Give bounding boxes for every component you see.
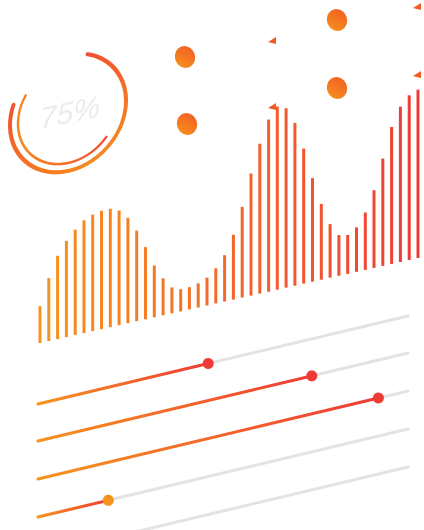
slider-knob[interactable] (102, 494, 114, 506)
wave-bar (372, 190, 376, 268)
wave-bar (346, 235, 350, 274)
wave-bar (319, 203, 323, 280)
dot-icon (326, 77, 348, 99)
gauge-inner-ring (16, 60, 120, 166)
triangle-icon (413, 3, 421, 10)
wave-bar (135, 230, 139, 322)
slider-fill (36, 374, 314, 443)
wave-bar (179, 289, 183, 312)
slider-fill (36, 498, 110, 519)
wave-bar (390, 127, 394, 264)
slider-knob[interactable] (372, 392, 384, 404)
slider[interactable] (36, 351, 410, 443)
wave-bar (108, 208, 112, 328)
wave-bar (47, 278, 51, 341)
slider-track[interactable] (38, 465, 410, 530)
wave-bar (258, 143, 262, 294)
wave-bar (205, 277, 209, 306)
slider-group (36, 314, 410, 530)
wave-bar (64, 240, 68, 338)
gauge-outer-ring (8, 51, 128, 175)
wave-bar (38, 306, 42, 343)
wave-bar (73, 229, 77, 335)
wave-bar (328, 224, 332, 278)
wave-bar (249, 173, 253, 296)
slider-knob[interactable] (306, 370, 318, 382)
wave-bar (407, 95, 411, 260)
slider-knob[interactable] (202, 358, 214, 369)
triangle-icon (268, 37, 276, 44)
wave-bar (284, 108, 288, 288)
slider[interactable] (36, 314, 410, 406)
wave-bar (231, 234, 235, 300)
wave-bar (91, 214, 95, 332)
wave-bar (355, 227, 358, 272)
wave-bar (267, 119, 271, 292)
wave-bar (117, 210, 121, 326)
wave-bar (275, 106, 279, 290)
triangle-icon (268, 103, 276, 110)
dot-icon (176, 113, 198, 135)
wave-bar (398, 106, 402, 262)
slider[interactable] (38, 465, 410, 530)
wave-bar (302, 148, 306, 284)
wave-bar (56, 255, 60, 340)
wave-bar (152, 265, 156, 318)
wave-bar (240, 206, 244, 298)
gauge-label: 75% (40, 90, 100, 135)
wave-bar (161, 278, 165, 316)
scatter-markers (174, 3, 421, 135)
wave-bar (100, 210, 103, 330)
wave-bar (170, 287, 174, 314)
wave-bar (196, 283, 200, 308)
dot-icon (174, 46, 196, 68)
wave-bar (82, 220, 86, 334)
dot-icon (326, 9, 348, 31)
wave-bar (214, 268, 218, 304)
slider[interactable] (36, 389, 410, 481)
wave-bar (337, 235, 341, 276)
wave-bar (293, 122, 297, 286)
wave-bar (223, 255, 227, 302)
wave-bar (187, 287, 191, 310)
progress-gauge: 75% (8, 51, 128, 175)
wave-bar (381, 158, 385, 266)
wave-bar (416, 89, 420, 258)
wave-bar (126, 217, 130, 324)
triangle-icon (413, 71, 421, 78)
slider-fill (36, 396, 380, 481)
wave-bar (311, 178, 314, 282)
wave-bar (144, 247, 147, 320)
wave-bar (363, 212, 367, 270)
bar-wave (38, 89, 420, 343)
slider[interactable] (36, 427, 410, 519)
slider-fill (36, 362, 210, 406)
